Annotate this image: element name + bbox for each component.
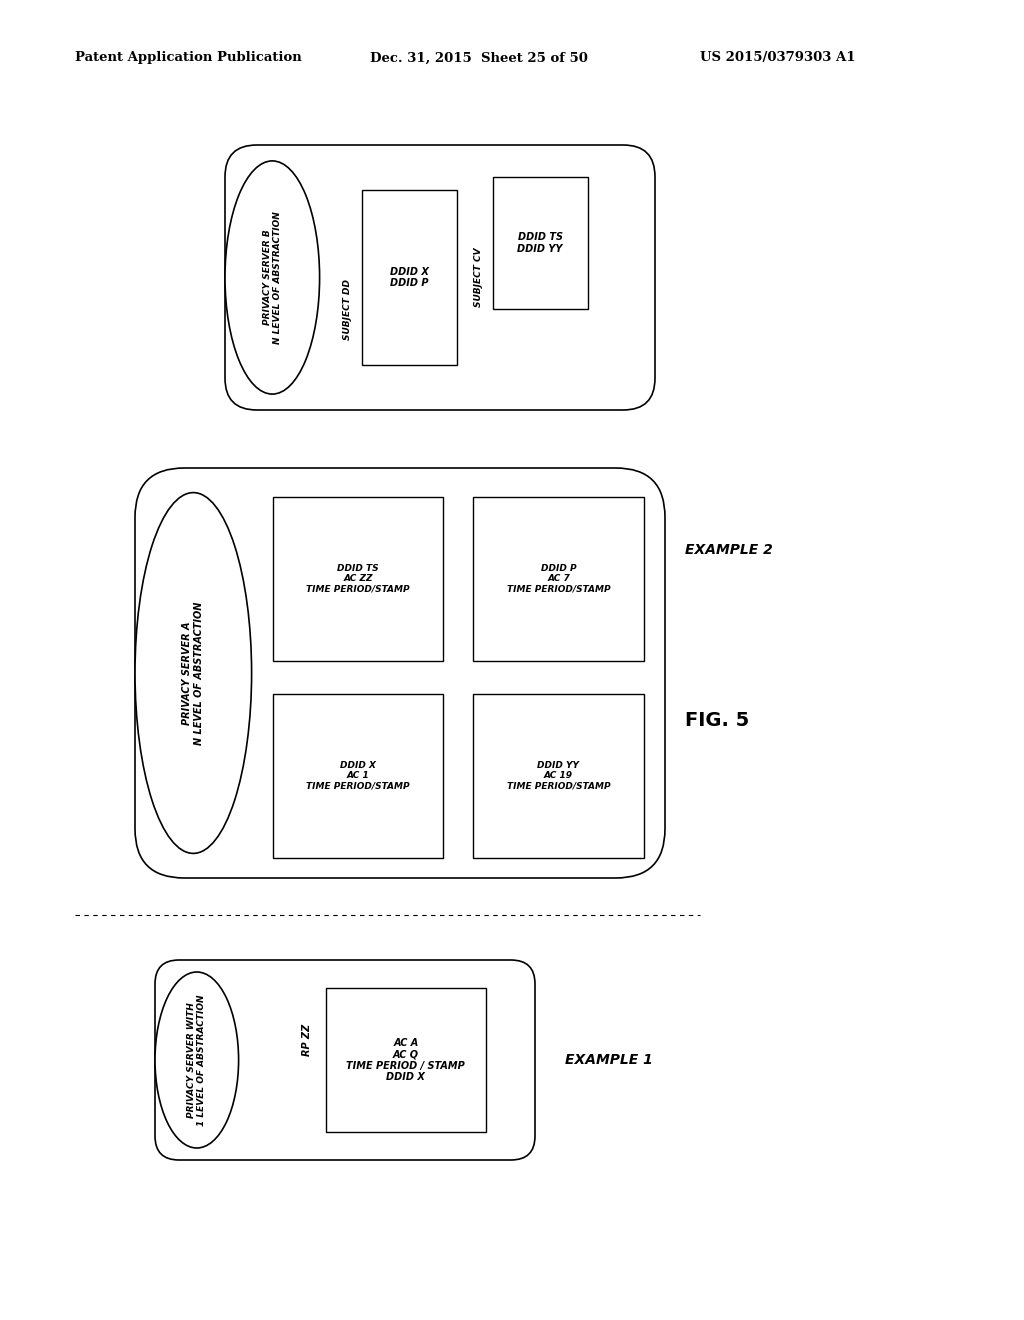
Text: PRIVACY SERVER WITH
1 LEVEL OF ABSTRACTION: PRIVACY SERVER WITH 1 LEVEL OF ABSTRACTI… [187, 994, 207, 1126]
Text: DDID TS
DDID YY: DDID TS DDID YY [517, 232, 563, 253]
Bar [361, 190, 457, 364]
Text: EXAMPLE 2: EXAMPLE 2 [685, 543, 773, 557]
Text: FIG. 5: FIG. 5 [685, 710, 750, 730]
Text: SUBJECT CV: SUBJECT CV [474, 248, 483, 308]
Text: RP ZZ: RP ZZ [302, 1024, 312, 1056]
Text: SUBJECT DD: SUBJECT DD [343, 279, 352, 339]
Ellipse shape [155, 972, 239, 1148]
Bar [473, 693, 644, 858]
Text: DDID P
AC 7
TIME PERIOD/STAMP: DDID P AC 7 TIME PERIOD/STAMP [507, 564, 610, 594]
Ellipse shape [135, 492, 252, 854]
Bar [493, 177, 588, 309]
Text: PRIVACY SERVER A
N LEVEL OF ABSTRACTION: PRIVACY SERVER A N LEVEL OF ABSTRACTION [182, 602, 204, 744]
Text: EXAMPLE 1: EXAMPLE 1 [565, 1053, 652, 1067]
Text: AC A
AC Q
TIME PERIOD / STAMP
DDID X: AC A AC Q TIME PERIOD / STAMP DDID X [346, 1038, 465, 1082]
FancyBboxPatch shape [155, 960, 535, 1160]
Text: DDID YY
AC 19
TIME PERIOD/STAMP: DDID YY AC 19 TIME PERIOD/STAMP [507, 760, 610, 791]
Text: Patent Application Publication: Patent Application Publication [75, 51, 302, 65]
FancyBboxPatch shape [225, 145, 655, 411]
FancyBboxPatch shape [135, 469, 665, 878]
Text: DDID TS
AC ZZ
TIME PERIOD/STAMP: DDID TS AC ZZ TIME PERIOD/STAMP [306, 564, 410, 594]
Text: DDID X
AC 1
TIME PERIOD/STAMP: DDID X AC 1 TIME PERIOD/STAMP [306, 760, 410, 791]
Bar [473, 496, 644, 661]
Bar [272, 693, 443, 858]
Text: DDID X
DDID P: DDID X DDID P [390, 267, 428, 288]
Text: US 2015/0379303 A1: US 2015/0379303 A1 [700, 51, 855, 65]
Ellipse shape [225, 161, 319, 395]
Text: Dec. 31, 2015  Sheet 25 of 50: Dec. 31, 2015 Sheet 25 of 50 [370, 51, 588, 65]
Bar [272, 496, 443, 661]
Text: PRIVACY SERVER B
N LEVEL OF ABSTRACTION: PRIVACY SERVER B N LEVEL OF ABSTRACTION [262, 211, 282, 345]
Bar [326, 987, 485, 1133]
